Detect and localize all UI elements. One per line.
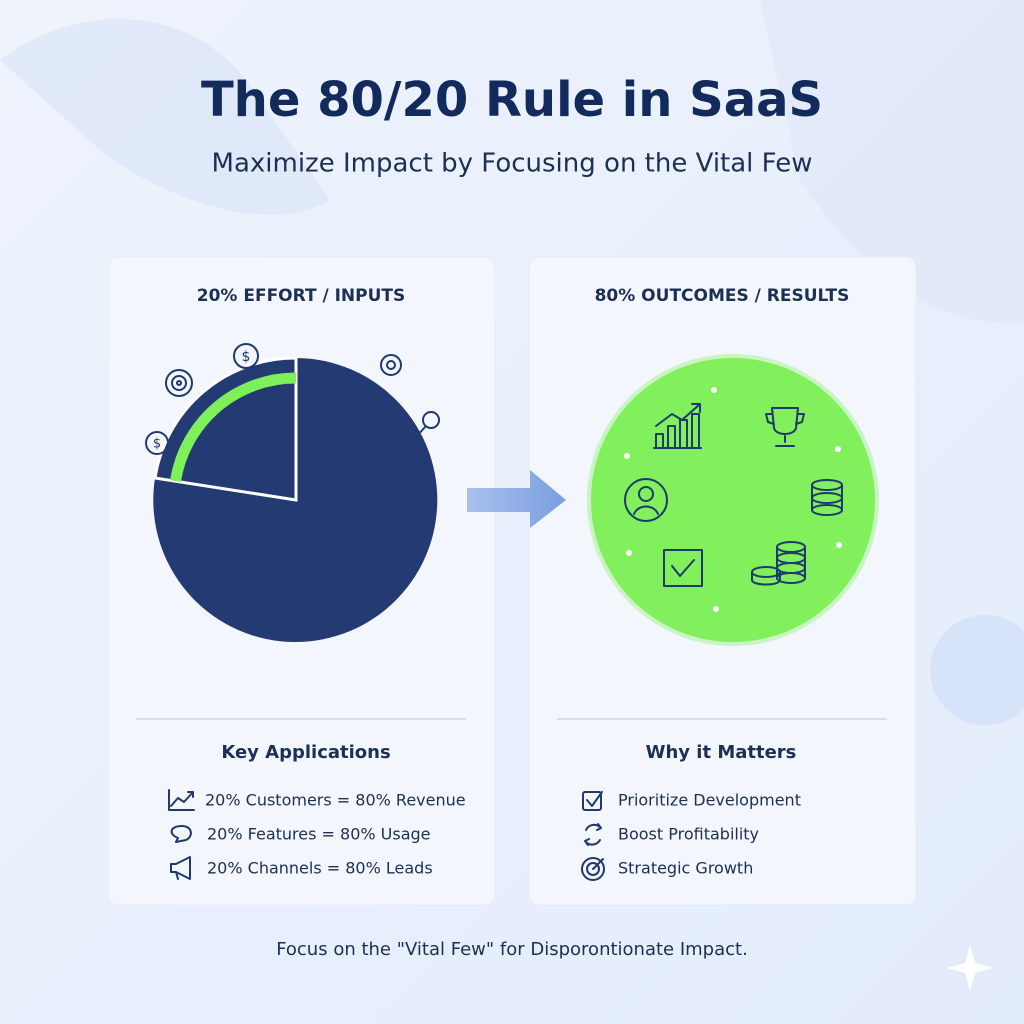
arrow (467, 470, 566, 528)
subtitle: Maximize Impact by Focusing on the Vital… (212, 149, 813, 179)
results-circle (591, 358, 875, 642)
panel-heading: 20% EFFORT / INPUTS (197, 286, 406, 306)
list-item: 20% Features = 80% Usage (207, 825, 431, 844)
svg-text:$: $ (153, 437, 161, 452)
section-title: Key Applications (221, 742, 390, 763)
decor (930, 615, 1024, 725)
pie-icons: $ $ (145, 343, 440, 455)
dots (624, 387, 842, 612)
item-icons (168, 789, 605, 881)
panel-heading: 80% OUTCOMES / RESULTS (595, 286, 850, 306)
pie-highlight (170, 372, 297, 482)
decor (760, 0, 1024, 322)
result-icons (624, 403, 843, 587)
title: The 80/20 Rule in SaaS (201, 72, 823, 128)
list-item: Prioritize Development (618, 791, 801, 810)
footer: Focus on the "Vital Few" for Disporontio… (276, 939, 748, 960)
svg-text:$: $ (242, 349, 251, 365)
list-item: 20% Channels = 80% Leads (207, 859, 433, 878)
list-item: Boost Profitability (618, 825, 759, 844)
list-item: Strategic Growth (618, 859, 753, 878)
section-title: Why it Matters (646, 742, 797, 763)
sparkle (947, 945, 993, 991)
decor (0, 19, 330, 215)
list-item: 20% Customers = 80% Revenue (205, 791, 466, 810)
pie-slice (153, 356, 298, 502)
